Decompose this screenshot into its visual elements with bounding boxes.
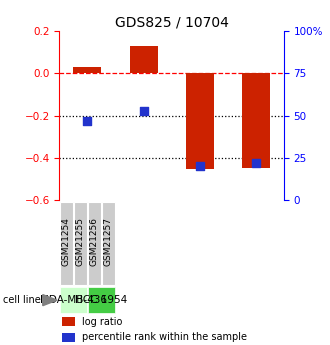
- Point: [197, 164, 202, 169]
- Title: GDS825 / 10704: GDS825 / 10704: [115, 16, 229, 30]
- Text: cell line: cell line: [3, 295, 41, 305]
- Text: HCC 1954: HCC 1954: [75, 295, 128, 305]
- Bar: [102, 202, 115, 285]
- Text: GSM21257: GSM21257: [104, 217, 113, 266]
- Bar: [60, 202, 73, 285]
- Bar: [129, 46, 157, 73]
- Point: [85, 118, 90, 124]
- Bar: [88, 287, 115, 313]
- Bar: [62, 317, 75, 326]
- Text: GSM21255: GSM21255: [76, 217, 85, 266]
- Point: [141, 108, 146, 113]
- Text: log ratio: log ratio: [82, 317, 122, 327]
- Text: GSM21256: GSM21256: [90, 217, 99, 266]
- Bar: [74, 202, 87, 285]
- Bar: [62, 333, 75, 342]
- Polygon shape: [43, 295, 57, 306]
- Text: percentile rank within the sample: percentile rank within the sample: [82, 332, 247, 342]
- Text: GSM21254: GSM21254: [62, 217, 71, 266]
- Bar: [88, 202, 101, 285]
- Text: MDA-MB-436: MDA-MB-436: [40, 295, 107, 305]
- Bar: [242, 73, 270, 168]
- Bar: [73, 67, 102, 73]
- Bar: [185, 73, 214, 169]
- Bar: [60, 287, 87, 313]
- Point: [253, 160, 258, 166]
